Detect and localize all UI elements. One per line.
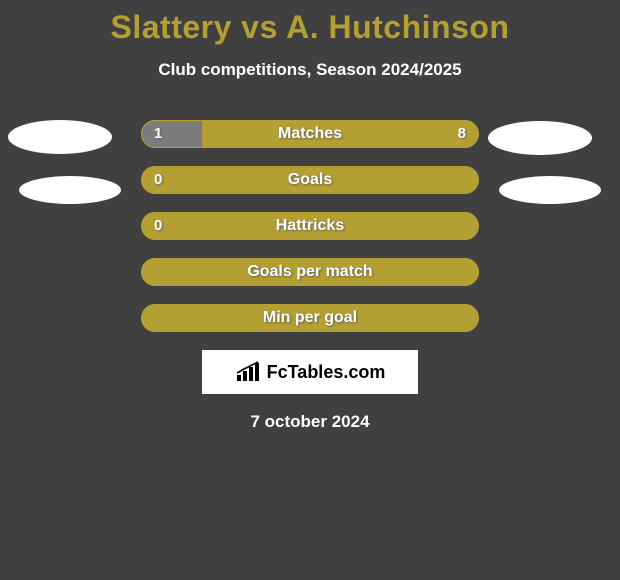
brand-text: FcTables.com — [267, 362, 386, 383]
stat-label: Hattricks — [142, 213, 478, 239]
stat-row-goals: 0 Goals — [141, 166, 479, 194]
stat-label: Matches — [142, 121, 478, 147]
stat-value-right: 8 — [458, 121, 466, 147]
page-title: Slattery vs A. Hutchinson — [0, 0, 620, 46]
page-subtitle: Club competitions, Season 2024/2025 — [0, 60, 620, 80]
stat-label: Goals — [142, 167, 478, 193]
stat-row-hattricks: 0 Hattricks — [141, 212, 479, 240]
stat-label: Min per goal — [142, 305, 478, 331]
stat-row-min-per-goal: Min per goal — [141, 304, 479, 332]
brand-chart-icon — [235, 361, 261, 383]
stats-container: 1 Matches 8 0 Goals 0 Hattricks Goals pe… — [0, 120, 620, 332]
stat-row-goals-per-match: Goals per match — [141, 258, 479, 286]
stat-label: Goals per match — [142, 259, 478, 285]
brand-box: FcTables.com — [202, 350, 418, 394]
date-line: 7 october 2024 — [0, 412, 620, 432]
stat-row-matches: 1 Matches 8 — [141, 120, 479, 148]
page-root: Slattery vs A. Hutchinson Club competiti… — [0, 0, 620, 580]
